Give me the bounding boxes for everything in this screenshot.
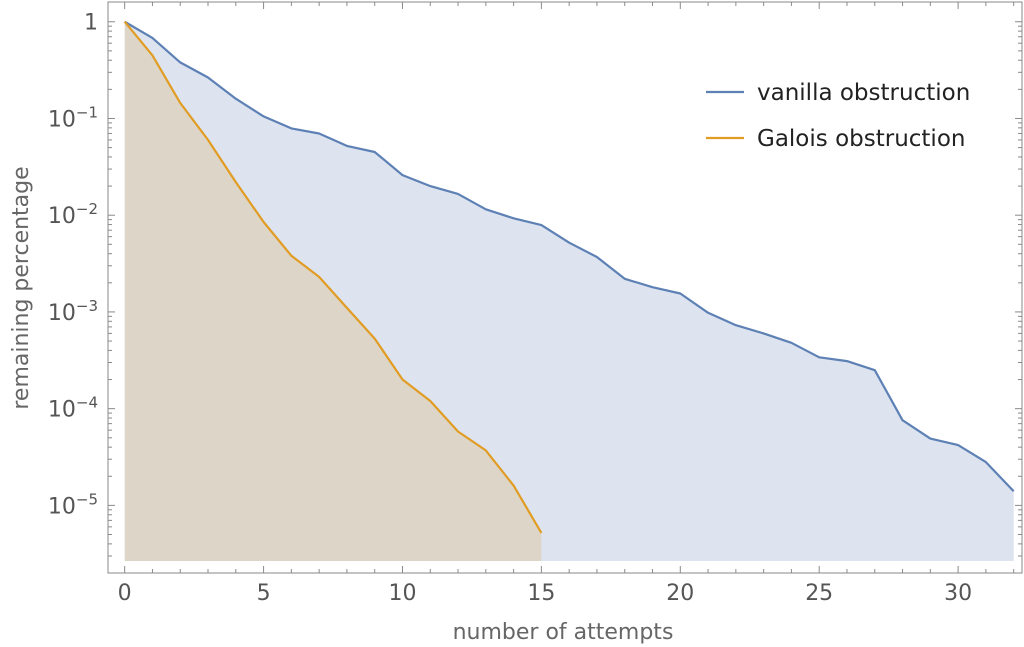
x-tick-label: 10: [388, 581, 416, 606]
y-axis-label: remaining percentage: [9, 166, 34, 409]
series-lines: [123, 20, 1015, 534]
x-tick-label: 0: [118, 581, 132, 606]
y-tick-label: 10−5: [48, 490, 98, 519]
plot-frame: [107, 1, 1023, 574]
x-axis-label: number of attempts: [453, 620, 674, 645]
x-tick-label: 20: [666, 581, 694, 606]
y-tick-label: 10−3: [48, 297, 98, 326]
x-tick-label: 30: [944, 581, 972, 606]
y-axis-ticks: 1 10−1 10−2 10−3 10−4 10−5: [48, 11, 1022, 574]
x-axis-ticks: 0 5 10 15 20 25 30: [118, 2, 1015, 606]
line-galois-obstruction: [123, 21, 543, 534]
y-tick-label: 1: [84, 11, 98, 36]
x-tick-label: 5: [257, 581, 271, 606]
y-tick-label: 10−4: [48, 394, 98, 423]
line-vanilla-obstruction: [124, 20, 1015, 493]
legend: vanilla obstruction Galois obstruction: [706, 80, 970, 152]
area-fills: [124, 21, 1014, 561]
y-tick-label: 10−2: [48, 200, 98, 229]
x-tick-label: 15: [527, 581, 555, 606]
x-tick-label: 25: [805, 581, 833, 606]
legend-label: Galois obstruction: [757, 126, 965, 152]
area-galois-obstruction: [124, 21, 542, 561]
legend-label: vanilla obstruction: [757, 80, 970, 106]
axes-frame: [107, 1, 1023, 574]
y-tick-label: 10−1: [48, 103, 98, 132]
